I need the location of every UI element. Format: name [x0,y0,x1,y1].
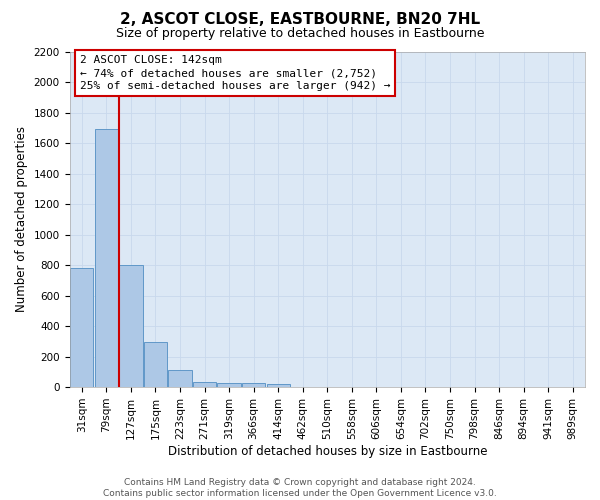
Bar [266,384,290,387]
Bar [95,130,118,387]
Bar [144,342,167,387]
Bar [242,382,265,387]
Bar [217,382,241,387]
Y-axis label: Number of detached properties: Number of detached properties [15,126,28,312]
Text: Contains HM Land Registry data © Crown copyright and database right 2024.
Contai: Contains HM Land Registry data © Crown c… [103,478,497,498]
X-axis label: Distribution of detached houses by size in Eastbourne: Distribution of detached houses by size … [167,444,487,458]
Text: 2 ASCOT CLOSE: 142sqm
← 74% of detached houses are smaller (2,752)
25% of semi-d: 2 ASCOT CLOSE: 142sqm ← 74% of detached … [80,55,391,92]
Bar [70,268,94,387]
Bar [119,265,143,387]
Bar [169,370,191,387]
Bar [193,382,216,387]
Text: Size of property relative to detached houses in Eastbourne: Size of property relative to detached ho… [116,28,484,40]
Text: 2, ASCOT CLOSE, EASTBOURNE, BN20 7HL: 2, ASCOT CLOSE, EASTBOURNE, BN20 7HL [120,12,480,28]
